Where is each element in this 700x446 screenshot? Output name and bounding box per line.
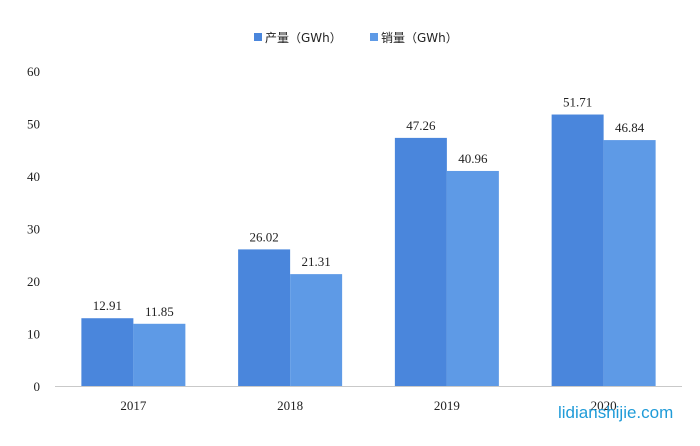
legend-swatch-sales [370, 33, 378, 41]
x-tick-label: 2019 [434, 398, 460, 413]
data-label: 40.96 [458, 151, 488, 166]
legend-label-sales: 销量（GWh） [381, 31, 458, 45]
legend-label-production: 产量（GWh） [265, 31, 342, 45]
legend: 产量（GWh） 销量（GWh） [254, 31, 458, 45]
x-tick-label: 2018 [277, 398, 303, 413]
y-tick-label: 40 [27, 169, 40, 184]
bar-sales-2019 [446, 170, 499, 386]
y-tick-label: 10 [27, 327, 40, 342]
bar-production-2019 [394, 137, 447, 386]
bar-sales-2017 [133, 323, 186, 386]
x-tick-label: 2017 [120, 398, 147, 413]
bars: 12.91 11.85 26.02 21.31 47.26 40.96 51.71 46.84 [81, 95, 656, 387]
x-axis: 2017 2018 2019 2020 [120, 398, 616, 413]
data-label: 47.26 [406, 118, 436, 133]
bar-sales-2018 [290, 274, 343, 386]
y-axis: 0 10 20 30 40 50 60 [27, 64, 40, 394]
bar-production-2017 [81, 318, 134, 386]
data-label: 46.84 [615, 120, 645, 135]
bar-production-2018 [238, 249, 291, 386]
y-tick-label: 50 [27, 117, 40, 132]
data-label: 51.71 [563, 95, 592, 110]
y-tick-label: 60 [27, 64, 40, 79]
y-tick-label: 0 [34, 379, 41, 394]
data-label: 21.31 [302, 254, 331, 269]
legend-swatch-production [254, 33, 262, 41]
y-tick-label: 30 [27, 222, 40, 237]
data-label: 11.85 [145, 304, 174, 319]
watermark-text: lidianshijie.com [558, 403, 673, 422]
data-label: 12.91 [93, 298, 122, 313]
x-tick-label: 2020 [591, 398, 617, 413]
bar-sales-2020 [603, 140, 656, 386]
data-label: 26.02 [250, 229, 279, 244]
bar-production-2020 [551, 114, 604, 387]
y-tick-label: 20 [27, 274, 40, 289]
